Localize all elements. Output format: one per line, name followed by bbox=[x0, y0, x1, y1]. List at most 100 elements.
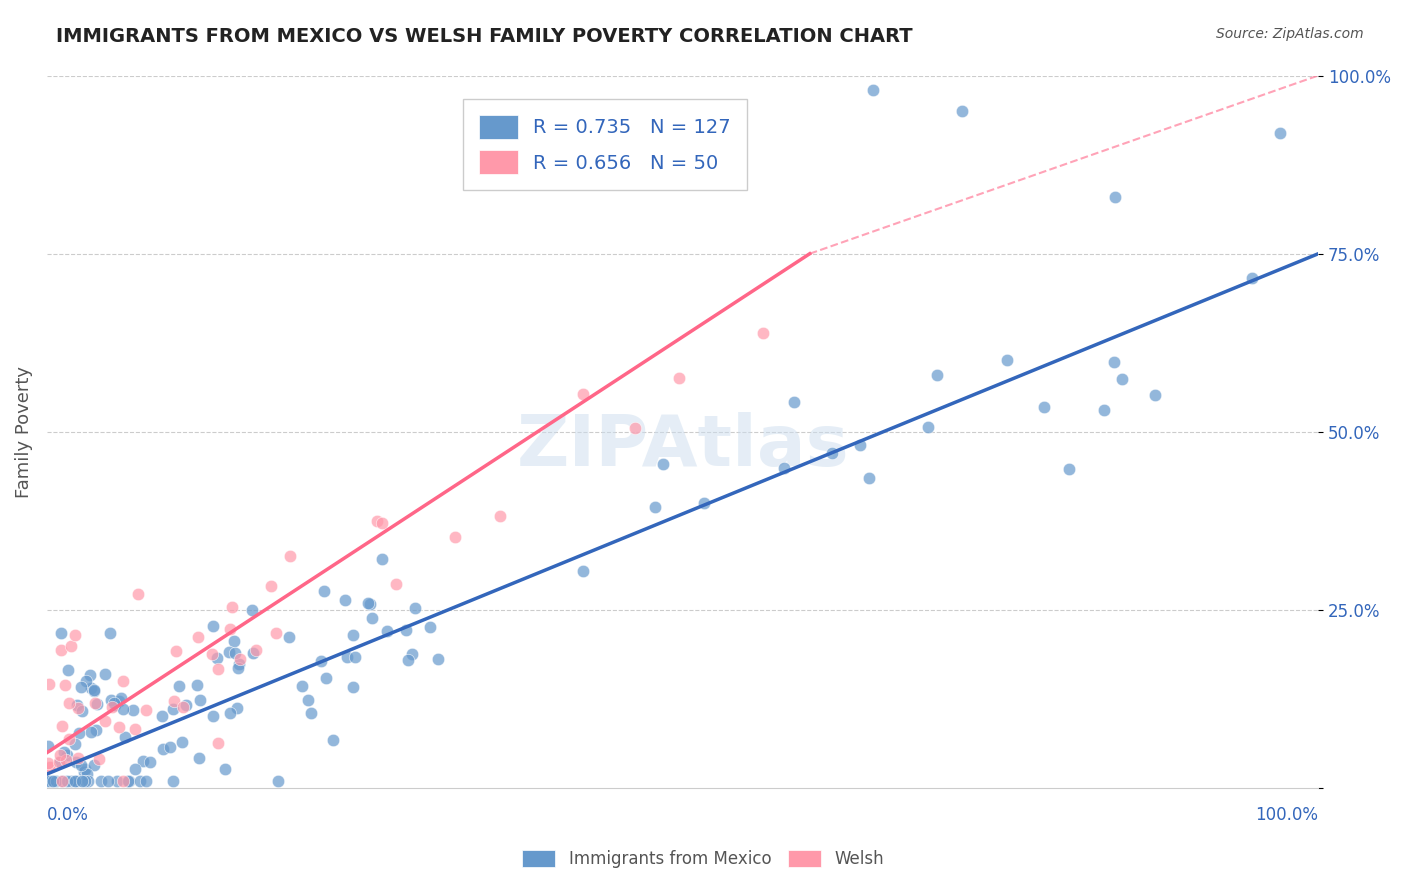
Point bbox=[167, 679, 190, 693]
Point bbox=[401, 647, 423, 661]
Point bbox=[342, 680, 364, 694]
Point bbox=[37, 756, 59, 771]
Point bbox=[571, 564, 593, 578]
Point bbox=[419, 620, 441, 634]
Point bbox=[772, 461, 794, 475]
Point bbox=[1092, 402, 1115, 417]
Point bbox=[66, 774, 89, 789]
Text: 100.0%: 100.0% bbox=[1256, 806, 1319, 824]
Point bbox=[38, 677, 60, 691]
Point bbox=[75, 774, 97, 789]
Text: 0.0%: 0.0% bbox=[46, 806, 89, 824]
Point bbox=[260, 579, 283, 593]
Point bbox=[242, 646, 264, 660]
Point bbox=[100, 693, 122, 707]
Point bbox=[335, 592, 357, 607]
Point bbox=[65, 698, 87, 713]
Point bbox=[75, 762, 97, 776]
Point bbox=[132, 754, 155, 768]
Point bbox=[1057, 462, 1080, 476]
Point bbox=[94, 666, 117, 681]
Point bbox=[371, 551, 394, 566]
Point bbox=[65, 627, 87, 641]
Point bbox=[226, 661, 249, 675]
Point bbox=[90, 774, 112, 789]
Point bbox=[359, 597, 381, 611]
Point bbox=[322, 733, 344, 747]
Point bbox=[108, 720, 131, 734]
Point bbox=[103, 696, 125, 710]
Point bbox=[87, 751, 110, 765]
Point bbox=[312, 584, 335, 599]
Point bbox=[42, 774, 65, 789]
Point bbox=[135, 703, 157, 717]
Point bbox=[51, 625, 73, 640]
Point bbox=[862, 83, 884, 97]
Point bbox=[59, 774, 82, 789]
Point bbox=[65, 774, 87, 789]
Point bbox=[162, 702, 184, 716]
Point bbox=[52, 746, 75, 760]
Point bbox=[41, 774, 63, 789]
Point bbox=[110, 690, 132, 705]
Point bbox=[104, 698, 127, 713]
Point bbox=[37, 739, 59, 753]
Point bbox=[245, 643, 267, 657]
Point bbox=[39, 760, 62, 774]
Point bbox=[201, 708, 224, 723]
Point bbox=[219, 706, 242, 720]
Point bbox=[79, 668, 101, 682]
Point bbox=[925, 368, 948, 382]
Point bbox=[66, 701, 89, 715]
Point bbox=[51, 718, 73, 732]
Point bbox=[159, 739, 181, 754]
Point bbox=[58, 696, 80, 710]
Point bbox=[343, 649, 366, 664]
Point bbox=[693, 496, 716, 510]
Point bbox=[165, 643, 187, 657]
Text: ZIPAtlas: ZIPAtlas bbox=[516, 412, 849, 481]
Point bbox=[111, 702, 134, 716]
Point bbox=[224, 646, 246, 660]
Point bbox=[58, 732, 80, 747]
Point bbox=[97, 774, 120, 789]
Point bbox=[83, 683, 105, 698]
Point bbox=[221, 599, 243, 614]
Point bbox=[1240, 271, 1263, 285]
Point bbox=[858, 471, 880, 485]
Point bbox=[117, 774, 139, 789]
Point bbox=[222, 633, 245, 648]
Point bbox=[396, 652, 419, 666]
Point bbox=[172, 735, 194, 749]
Point bbox=[240, 603, 263, 617]
Point bbox=[174, 698, 197, 713]
Point bbox=[124, 762, 146, 776]
Point bbox=[75, 673, 97, 688]
Point bbox=[278, 630, 301, 644]
Point bbox=[39, 774, 62, 789]
Point bbox=[226, 700, 249, 714]
Point bbox=[77, 774, 100, 789]
Point bbox=[105, 774, 128, 789]
Point bbox=[297, 693, 319, 707]
Point bbox=[1033, 401, 1056, 415]
Point bbox=[72, 765, 94, 780]
Point bbox=[48, 755, 70, 769]
Point bbox=[1143, 388, 1166, 402]
Point bbox=[395, 624, 418, 638]
Point bbox=[124, 722, 146, 736]
Point bbox=[83, 757, 105, 772]
Point bbox=[188, 692, 211, 706]
Point bbox=[80, 681, 103, 696]
Point bbox=[752, 326, 775, 340]
Point bbox=[207, 736, 229, 750]
Point bbox=[59, 639, 82, 653]
Point bbox=[1111, 372, 1133, 386]
Point bbox=[917, 419, 939, 434]
Point bbox=[205, 651, 228, 665]
Point bbox=[53, 678, 76, 692]
Point bbox=[150, 709, 173, 723]
Point bbox=[652, 457, 675, 471]
Point bbox=[83, 697, 105, 711]
Point bbox=[127, 587, 149, 601]
